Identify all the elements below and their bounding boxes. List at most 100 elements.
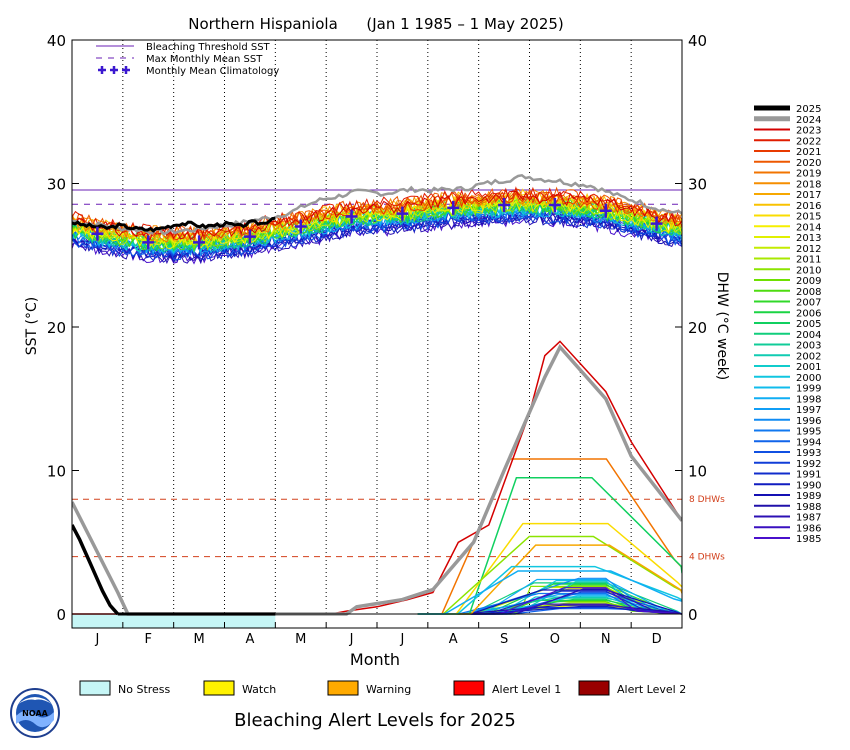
- y-tick-label-left: 10: [47, 463, 66, 481]
- x-axis-label: Month: [350, 650, 400, 669]
- climatology-marker: [243, 229, 256, 244]
- year-legend-label: 1985: [796, 534, 821, 545]
- year-legend-label: 2018: [796, 179, 821, 190]
- y-tick-label-left: 20: [47, 319, 66, 337]
- climatology-markers: [91, 198, 663, 250]
- footer-title: Bleaching Alert Levels for 2025: [234, 710, 516, 731]
- month-label: M: [193, 632, 204, 647]
- climatology-legend-marker: [98, 66, 106, 74]
- y-tick-label-right: 0: [688, 606, 698, 624]
- alert-legend-swatch: [79, 680, 111, 696]
- climatology-marker: [91, 226, 104, 241]
- y-tick-label-right: 20: [688, 319, 707, 337]
- y-tick-label-right: 40: [688, 32, 707, 50]
- sst-line: [72, 173, 682, 236]
- sst-line: [72, 201, 682, 252]
- sst-line: [72, 190, 682, 242]
- climatology-marker: [142, 235, 155, 250]
- year-legend-label: 2022: [796, 136, 821, 147]
- alert-legend-swatch: [327, 680, 359, 696]
- month-label: A: [449, 632, 458, 647]
- year-legend-label: 2020: [796, 158, 821, 169]
- climatology-marker: [599, 203, 612, 218]
- dhw-threshold-label: 4 DHWs: [689, 553, 725, 563]
- alert-legend-swatch: [453, 680, 485, 696]
- year-legend-label: 1986: [796, 523, 821, 534]
- month-label: N: [601, 632, 611, 647]
- climatology-marker: [650, 216, 663, 231]
- alert-legend-label: Alert Level 1: [492, 683, 561, 696]
- alert-legend-label: Watch: [242, 683, 276, 696]
- year-legend: 2025202420232022202120202019201820172016…: [754, 104, 821, 545]
- year-legend-label: 2019: [796, 169, 821, 180]
- alert-legend-swatch: [578, 680, 610, 696]
- sst-line: [72, 211, 682, 262]
- year-legend-label: 1987: [796, 513, 821, 524]
- chart-title: Northern Hispaniola (Jan 1 1985 – 1 May …: [188, 15, 564, 33]
- top-legend: Bleaching Threshold SST Max Monthly Mean…: [96, 42, 279, 77]
- year-legend-label: 2008: [796, 287, 821, 298]
- month-label: A: [245, 632, 254, 647]
- alert-legend-swatch: [203, 680, 235, 696]
- month-label: J: [399, 632, 404, 647]
- year-legend-label: 2017: [796, 190, 821, 201]
- year-legend-label: 2011: [796, 255, 821, 266]
- year-legend-label: 2009: [796, 276, 821, 287]
- climatology-legend-label: Monthly Mean Climatology: [146, 66, 279, 77]
- year-legend-label: 2005: [796, 319, 821, 330]
- alert-level-legend: No Stress Watch Warning Alert Level 1 Alert …: [79, 680, 686, 696]
- year-legend-label: 2003: [796, 341, 821, 352]
- year-legend-label: 1997: [796, 405, 821, 416]
- year-legend-label: 2000: [796, 373, 821, 384]
- year-legend-label: 2004: [796, 330, 821, 341]
- year-legend-label: 1991: [796, 470, 821, 481]
- dhw-line: [72, 524, 120, 616]
- sst-line: [72, 188, 682, 240]
- month-label: S: [500, 632, 508, 647]
- y-axis-label-right: DHW (°C week): [714, 272, 730, 381]
- sst-line: [72, 192, 682, 243]
- year-legend-label: 2016: [796, 201, 821, 212]
- dhw-threshold-label: 8 DHWs: [689, 495, 725, 505]
- sst-line: [72, 198, 682, 249]
- year-legend-label: 1990: [796, 480, 821, 491]
- climatology-legend-marker: [110, 66, 118, 74]
- y-tick-label-left: 40: [47, 32, 66, 50]
- year-legend-label: 2002: [796, 351, 821, 362]
- year-legend-label: 1988: [796, 502, 821, 513]
- y-tick-label-left: 0: [56, 606, 66, 624]
- alert-legend-label: Warning: [366, 683, 411, 696]
- year-legend-label: 2024: [796, 115, 821, 126]
- year-legend-label: 2025: [796, 104, 821, 115]
- y-tick-label-right: 10: [688, 463, 707, 481]
- year-legend-label: 2021: [796, 147, 821, 158]
- alert-legend-label: No Stress: [118, 683, 171, 696]
- sst-line: [72, 216, 276, 233]
- month-label: J: [94, 632, 99, 647]
- year-legend-label: 1995: [796, 427, 821, 438]
- sst-series: [72, 173, 682, 265]
- climatology-marker: [498, 198, 511, 213]
- climatology-marker: [345, 209, 358, 224]
- month-label: D: [652, 632, 662, 647]
- sst-line: [72, 186, 682, 239]
- y-axis-label-left: SST (°C): [24, 297, 40, 355]
- climatology-marker: [193, 235, 206, 250]
- year-legend-label: 2006: [796, 308, 821, 319]
- axes: 0 0 10 10 20 20 30 30 40 40 J F M A M J J A S O N D: [47, 32, 707, 647]
- year-legend-label: 1989: [796, 491, 821, 502]
- climatology-legend-marks: [98, 66, 130, 74]
- month-label: O: [550, 632, 560, 647]
- climatology-legend-marker: [122, 66, 130, 74]
- year-legend-label: 1992: [796, 459, 821, 470]
- month-label: J: [349, 632, 354, 647]
- noaa-logo: NOAA: [10, 688, 60, 738]
- svg-text:NOAA: NOAA: [22, 709, 48, 718]
- year-legend-label: 1998: [796, 394, 821, 405]
- year-legend-label: 2012: [796, 244, 821, 255]
- year-legend-label: 2010: [796, 265, 821, 276]
- year-legend-label: 1994: [796, 437, 821, 448]
- month-label: M: [295, 632, 306, 647]
- bleaching-threshold-legend-label: Bleaching Threshold SST: [146, 42, 271, 53]
